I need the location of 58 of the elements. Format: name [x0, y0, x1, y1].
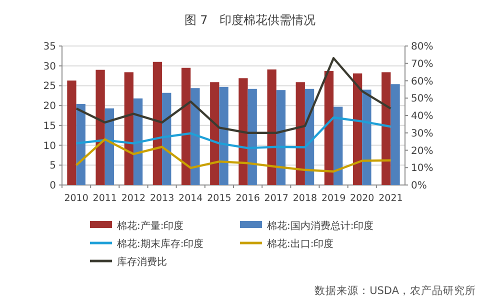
bar — [324, 71, 334, 185]
bar — [334, 106, 343, 185]
bar — [96, 70, 105, 185]
y-tick-label: 5 — [50, 160, 56, 172]
y2-tick-label: 0% — [411, 180, 427, 192]
x-tick-label: 2018 — [292, 193, 318, 204]
x-tick-label: 2019 — [321, 193, 346, 204]
x-tick-label: 2015 — [207, 193, 232, 204]
bar — [219, 86, 228, 185]
y2-tick-label: 70% — [411, 58, 434, 70]
bar — [133, 98, 143, 185]
y2-tick-label: 20% — [411, 146, 434, 157]
x-tick-label: 2010 — [64, 193, 88, 204]
y-tick-label: 15 — [43, 120, 56, 132]
x-tick-label: 2014 — [178, 193, 203, 204]
chart-title: 图 7 印度棉花供需情况 — [184, 13, 316, 27]
bar — [210, 82, 220, 185]
bar — [296, 82, 305, 185]
x-tick-label: 2016 — [236, 193, 260, 204]
source-note: 数据来源：USDA，农产品研究所 — [314, 284, 476, 297]
bar — [248, 88, 257, 185]
bar — [181, 68, 191, 185]
bar — [382, 72, 391, 185]
bar — [267, 69, 276, 185]
y2-tick-label: 40% — [411, 111, 434, 122]
legend-label: 棉花:期末库存:印度 — [117, 238, 204, 250]
y2-tick-label: 60% — [411, 76, 434, 88]
y2-tick-label: 30% — [411, 128, 434, 140]
bar — [352, 73, 362, 185]
x-tick-label: 2011 — [92, 193, 117, 204]
bar — [152, 62, 162, 185]
bar — [124, 72, 134, 185]
bar — [362, 90, 372, 185]
x-tick-label: 2021 — [378, 193, 403, 204]
x-tick-label: 2013 — [150, 193, 174, 204]
y2-tick-label: 80% — [411, 42, 434, 52]
x-tick-label: 2012 — [121, 193, 146, 204]
y-tick-label: 10 — [43, 140, 56, 152]
legend-label: 库存消费比 — [117, 256, 167, 268]
bar — [390, 84, 400, 185]
y-tick-label: 20 — [43, 101, 56, 112]
y2-tick-label: 10% — [411, 163, 434, 174]
bar — [276, 90, 286, 185]
bar — [104, 108, 114, 185]
legend-label: 棉花:产量:印度 — [117, 220, 184, 232]
bar — [162, 92, 172, 185]
legend-label: 棉花:出口:印度 — [267, 238, 334, 250]
y-tick-label: 35 — [43, 42, 56, 52]
bar — [67, 80, 76, 185]
y-tick-label: 30 — [43, 61, 56, 72]
legend-label: 棉花:国内消费总计:印度 — [267, 220, 374, 232]
bar — [238, 78, 248, 185]
y-tick-label: 0 — [50, 180, 56, 192]
y2-tick-label: 50% — [411, 94, 434, 105]
x-tick-label: 2017 — [264, 193, 288, 204]
y-tick-label: 25 — [43, 81, 56, 92]
bar — [190, 88, 200, 185]
x-tick-label: 2020 — [350, 193, 374, 204]
